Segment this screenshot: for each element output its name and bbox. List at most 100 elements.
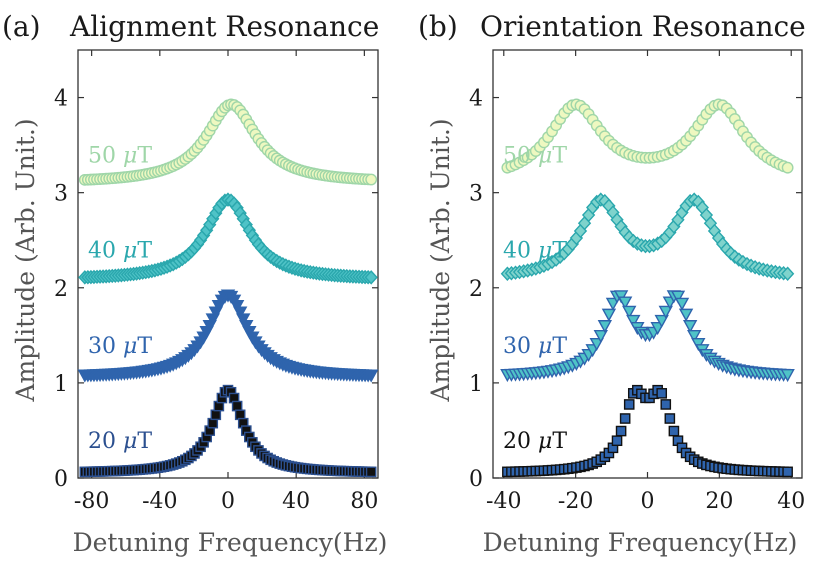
panel-a: (a) Alignment Resonance Detuning Frequen… <box>2 10 387 557</box>
panel-a-x-axis-label: Detuning Frequency(Hz) <box>73 528 388 557</box>
series-label-b-30: 30 μT <box>503 334 567 359</box>
data-point <box>611 435 623 447</box>
series-label-unit: T <box>552 144 567 169</box>
series-label-mu: μ <box>538 334 552 359</box>
data-point <box>622 305 637 319</box>
series-label-a-40: 40 μT <box>88 239 152 264</box>
y-tick-label: 1 <box>469 372 483 397</box>
y-axis-label-b: Amplitude (Arb. Unit.) <box>426 118 455 402</box>
data-point <box>691 337 706 351</box>
data-point <box>233 306 248 320</box>
x-tick-label: 0 <box>641 489 655 514</box>
series-label-mu: μ <box>123 334 137 359</box>
series-label-unit: T <box>137 334 152 359</box>
panel-a-plot-frame <box>77 49 379 479</box>
data-point <box>623 399 635 410</box>
x-tick-label: -40 <box>486 489 521 514</box>
series-label-mu: μ <box>123 144 137 169</box>
series-label-value: 40 <box>503 239 538 264</box>
series-label-mu: μ <box>123 239 137 264</box>
series-label-value: 30 <box>503 334 538 359</box>
series-label-b-40: 40 μT <box>503 239 567 264</box>
y-tick-label: 3 <box>469 182 483 207</box>
data-point <box>687 329 702 344</box>
series-b-20 <box>502 384 793 478</box>
x-tick-label: 40 <box>282 489 310 514</box>
series-label-unit: T <box>552 334 567 359</box>
panel-b-title: Orientation Resonance <box>480 10 806 43</box>
panel-b-x-axis-label: Detuning Frequency(Hz) <box>483 528 798 557</box>
data-point <box>365 466 377 478</box>
data-point <box>658 305 673 319</box>
series-a-50 <box>78 98 378 186</box>
panel-a-x-ticks: -80 -40 0 40 80 <box>74 50 378 514</box>
x-tick-label: 40 <box>777 489 805 514</box>
x-tick-label: 0 <box>221 489 235 514</box>
x-tick-label: -20 <box>558 489 593 514</box>
y-axis-label-a: Amplitude (Arb. Unit.) <box>11 118 40 402</box>
x-tick-label: -40 <box>142 489 177 514</box>
y-tick-label: 0 <box>54 467 68 492</box>
data-point <box>656 388 668 399</box>
data-point <box>365 173 378 186</box>
data-point <box>231 400 243 412</box>
series-label-value: 50 <box>503 144 538 169</box>
series-a-20 <box>79 384 377 478</box>
series-label-mu: μ <box>123 429 137 454</box>
series-label-value: 20 <box>88 429 123 454</box>
y-tick-label: 3 <box>54 182 68 207</box>
data-point <box>601 308 617 322</box>
data-point <box>682 320 698 334</box>
y-tick-label: 4 <box>54 87 68 112</box>
series-label-a-30: 30 μT <box>88 334 152 359</box>
data-point <box>780 266 795 281</box>
panel-a-title: Alignment Resonance <box>69 10 379 43</box>
data-point <box>589 337 604 351</box>
data-point <box>781 161 794 174</box>
data-point <box>210 409 222 421</box>
panel-b-y-ticks: 0 1 2 3 4 <box>469 87 802 492</box>
data-point <box>782 466 793 478</box>
y-tick-label: 2 <box>469 277 483 302</box>
series-label-mu: μ <box>538 144 552 169</box>
panel-a-series <box>77 98 379 478</box>
series-label-unit: T <box>137 239 152 264</box>
x-tick-label: 20 <box>705 489 733 514</box>
series-a-40 <box>78 192 378 285</box>
data-point <box>678 308 694 322</box>
data-point <box>236 313 251 327</box>
series-label-unit: T <box>137 144 152 169</box>
data-point <box>664 413 676 424</box>
data-point <box>780 369 795 383</box>
data-point <box>597 320 613 334</box>
data-point <box>619 413 631 424</box>
data-point <box>229 300 245 314</box>
data-point <box>613 290 629 304</box>
data-point <box>660 399 672 410</box>
series-label-mu: μ <box>538 429 552 454</box>
series-label-unit: T <box>552 239 567 264</box>
x-tick-label: 80 <box>350 489 378 514</box>
series-label-unit: T <box>137 429 152 454</box>
data-point <box>626 314 641 328</box>
y-tick-label: 0 <box>469 467 483 492</box>
y-tick-label: 2 <box>54 277 68 302</box>
series-label-value: 40 <box>88 239 123 264</box>
data-point <box>617 296 633 310</box>
panel-b: (b) Orientation Resonance Detuning Frequ… <box>418 10 806 557</box>
series-label-value: 30 <box>88 334 123 359</box>
data-point <box>615 425 627 437</box>
data-point <box>654 314 669 328</box>
data-point <box>670 290 686 304</box>
series-label-b-20: 20 μT <box>503 429 567 454</box>
data-point <box>668 425 680 437</box>
series-label-unit: T <box>552 429 567 454</box>
data-point <box>674 297 690 311</box>
series-label-a-50: 50 μT <box>88 144 152 169</box>
y-tick-label: 4 <box>469 87 483 112</box>
series-label-a-20: 20 μT <box>88 429 152 454</box>
y-tick-label: 1 <box>54 372 68 397</box>
